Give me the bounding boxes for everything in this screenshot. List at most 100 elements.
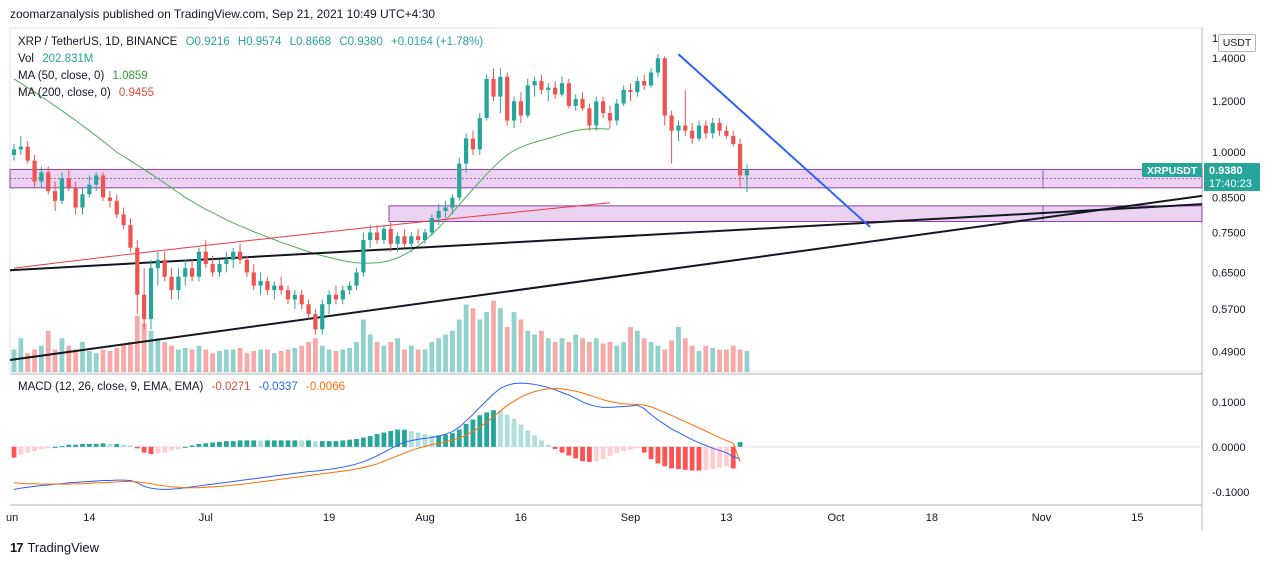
volume-bar (39, 345, 44, 372)
legend-vol-label[interactable]: Vol (18, 53, 34, 65)
macd-histogram-bar (587, 446, 592, 462)
macd-histogram-bar (360, 437, 366, 447)
legend-symbol[interactable]: XRP / TetherUS, 1D, BINANCE (18, 36, 178, 48)
candle-body (333, 294, 339, 300)
time-tick-label: 14 (83, 512, 95, 524)
trend-lines (9, 53, 1203, 361)
candle-body (395, 236, 400, 244)
legend-macd: MACD (12, 26, close, 9, EMA, EMA) -0.027… (18, 381, 350, 393)
macd-histogram-bar (388, 431, 394, 447)
macd-histogram-bar (621, 446, 627, 452)
volume-bar (155, 338, 161, 372)
volume-bar (11, 349, 17, 372)
candle-body (292, 294, 297, 300)
volume-bar (682, 338, 688, 372)
macd-histogram-bar (66, 444, 72, 447)
legend-ma50-label[interactable]: MA (50, close, 0) (18, 70, 105, 82)
price-tick-label: 1.0000 (1212, 147, 1246, 159)
macd-histogram-bar (162, 446, 168, 453)
macd-histogram-bar (607, 446, 613, 457)
macd-histogram-bar (73, 444, 79, 447)
macd-histogram-bar (155, 446, 161, 454)
candle-body (484, 78, 489, 119)
candle-body (683, 125, 688, 131)
volume-bar (237, 348, 243, 372)
volume-bar (32, 349, 37, 372)
volume-bar (415, 349, 421, 372)
volume-bar (203, 349, 209, 372)
volume-bar (737, 349, 743, 372)
price-tick-label: 1.4000 (1212, 53, 1246, 65)
macd-histogram-bar (134, 446, 140, 449)
volume-bar (114, 348, 120, 372)
candle-body (738, 143, 743, 176)
macd-histogram-bar (703, 446, 709, 470)
candle-body (546, 87, 551, 90)
macd-histogram-bar (477, 415, 483, 447)
macd-tick-label: 0.1000 (1212, 397, 1246, 409)
candle-body (724, 130, 729, 136)
macd-histogram-bar (532, 435, 537, 447)
candle-body (39, 172, 44, 182)
time-tick-label: 18 (926, 512, 938, 524)
macd-histogram-bar (634, 446, 640, 449)
candle-body (710, 123, 715, 134)
macd-histogram-bar (422, 433, 428, 447)
candle-body (525, 85, 530, 116)
candle-body (511, 101, 517, 121)
legend-ma200: MA (200, close, 0) 0.9455 (18, 87, 159, 99)
volume-bar (360, 319, 366, 372)
candle-body (25, 146, 30, 161)
candle-body (320, 304, 325, 330)
macd-histogram-bar (340, 440, 346, 447)
macd-histogram-bar (141, 446, 147, 453)
price-tag-countdown: 17:40:23 (1209, 178, 1252, 190)
legend-ohlc: XRP / TetherUS, 1D, BINANCE O0.9216 H0.9… (18, 36, 488, 48)
macd-histogram-bar (566, 446, 572, 456)
macd-histogram-bar (271, 440, 277, 447)
candle-body (587, 108, 592, 126)
macd-histogram-bar (258, 440, 263, 447)
volume-bar (607, 342, 613, 372)
time-tick-label: Nov (1032, 512, 1052, 524)
macd-histogram-bar (148, 446, 154, 455)
candle-body (559, 83, 565, 95)
candle-body (594, 101, 599, 126)
volume-bar (292, 348, 298, 372)
volume-bar (408, 345, 414, 372)
price-tick-label: 1.2000 (1212, 96, 1246, 108)
currency-badge[interactable]: USDT (1218, 34, 1256, 52)
footer-brand[interactable]: 17 TradingView (10, 540, 99, 555)
price-axis-top-label: 1 (1212, 33, 1218, 45)
candle-body (553, 87, 558, 95)
volume-bar (450, 330, 455, 372)
legend-macd-label[interactable]: MACD (12, 26, close, 9, EMA, EMA) (18, 381, 204, 393)
volume-bar (59, 338, 65, 372)
volume-bar (128, 342, 133, 372)
candle-body (402, 236, 407, 244)
candle-body (100, 175, 106, 198)
candle-body (327, 294, 332, 305)
candle-body (203, 251, 208, 264)
candle-body (703, 125, 708, 134)
volume-bar (559, 338, 565, 372)
legend-macd-value: -0.0337 (258, 381, 298, 393)
candle-body (443, 207, 448, 211)
macd-histogram-bar (354, 438, 359, 447)
tradingview-logo-icon: 17 (10, 540, 24, 555)
macd-histogram-bar (176, 446, 181, 450)
macd-histogram-bar (648, 446, 654, 460)
macd-histogram-bar (292, 440, 298, 447)
macd-histogram-bar (93, 443, 99, 447)
legend-ma200-label[interactable]: MA (200, close, 0) (18, 87, 111, 99)
volume-bar (367, 334, 373, 372)
candle-body (676, 125, 681, 131)
price-tag-bg (1204, 163, 1260, 192)
macd-histogram-bar (395, 429, 400, 447)
volume-bar (429, 342, 435, 372)
candle-body (388, 228, 393, 244)
time-tick-label: Jul (199, 512, 213, 524)
macd-histogram-bar (306, 440, 311, 447)
volume-bar (477, 319, 483, 372)
